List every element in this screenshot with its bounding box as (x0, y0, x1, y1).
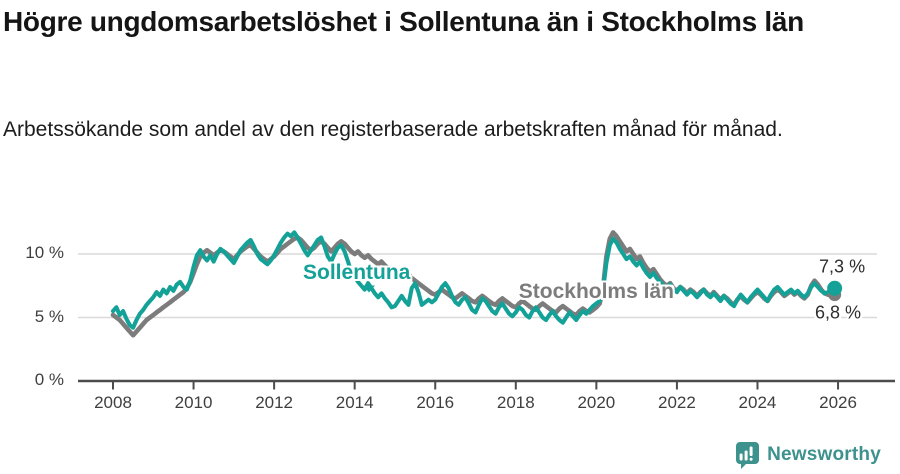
x-tick-label: 2008 (94, 393, 132, 412)
y-tick-label: 5 % (34, 306, 64, 326)
y-tick-label: 10 % (25, 243, 64, 262)
newsworthy-logo-icon (736, 442, 760, 469)
x-tick-label: 2018 (496, 393, 535, 412)
x-tick-label: 2010 (174, 393, 213, 412)
x-tick-label: 2024 (738, 393, 777, 412)
x-tick-label: 2026 (819, 393, 857, 412)
sollentuna-caret-down-icon (362, 285, 375, 293)
end-value-label-sollentuna: 7,3 % (819, 256, 866, 277)
series-label-stockholms-lan: Stockholms län (518, 280, 674, 304)
y-tick-label: 0 % (34, 370, 64, 389)
x-tick-label: 2020 (577, 393, 616, 412)
brand-name: Newsworthy (767, 444, 881, 465)
brand-footer: Newsworthy (734, 441, 881, 469)
page-title: Högre ungdomsarbetslöshet i Sollentuna ä… (3, 6, 804, 37)
x-tick-label: 2016 (416, 393, 455, 412)
x-tick-label: 2022 (657, 393, 696, 412)
end-value-label-stockholms-lan: 6,8 % (815, 302, 862, 323)
x-tick-label: 2012 (255, 393, 294, 412)
series-label-sollentuna: Sollentuna (303, 261, 411, 285)
x-tick-label: 2014 (335, 393, 374, 412)
page-subtitle: Arbetssökande som andel av den registerb… (3, 118, 783, 141)
